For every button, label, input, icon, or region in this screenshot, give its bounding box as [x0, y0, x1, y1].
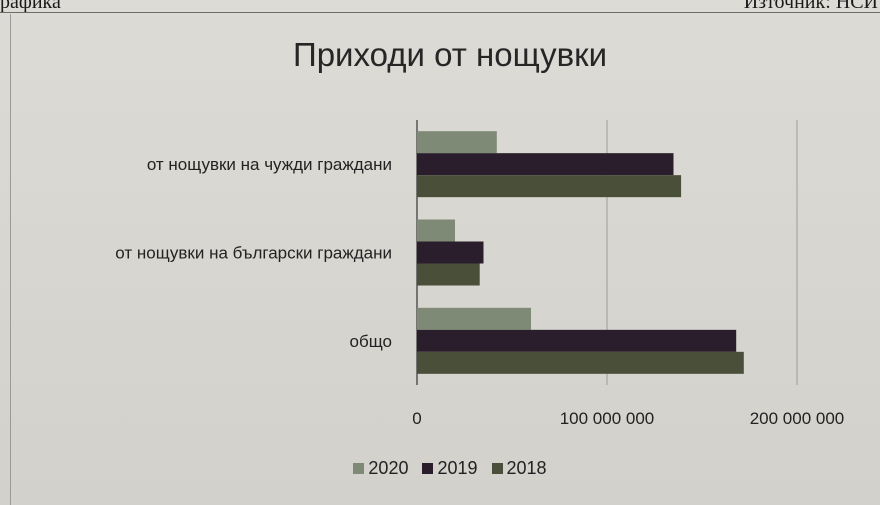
chart-title: Приходи от нощувки [292, 36, 608, 73]
category-label-1: от нощувки на български граждани [115, 244, 392, 263]
bar-2019-cat-1 [417, 241, 484, 264]
legend-swatch-2019 [422, 463, 434, 474]
x-tick-label: 100 000 000 [560, 409, 655, 428]
top-rule [0, 12, 880, 13]
bar-2019-cat-2 [417, 329, 737, 352]
legend-swatch-2018 [491, 463, 503, 474]
bar-2018-cat-2 [417, 351, 744, 374]
bar-2018-cat-0 [417, 175, 682, 198]
header-right-text: Източник: НСИ [743, 0, 878, 13]
legend-label-2019: 2019 [437, 458, 478, 478]
legend-label-2020: 2020 [368, 458, 409, 478]
category-labels: от нощувки на чужди граждани от нощувки н… [115, 155, 392, 351]
legend-item-2020: 2020 [353, 458, 408, 479]
bar-2020-cat-2 [417, 307, 531, 330]
bar-2019-cat-0 [417, 153, 674, 176]
legend-item-2019: 2019 [422, 458, 478, 479]
bar-2020-cat-0 [417, 131, 497, 154]
legend-swatch-2020 [353, 463, 365, 474]
bar-layer [417, 131, 744, 374]
x-tick-label: 0 [412, 409, 421, 428]
header-left-text: рафика [0, 0, 61, 13]
legend-label-2018: 2018 [506, 458, 547, 478]
legend: 2020 2019 2018 [0, 458, 880, 479]
left-rule [10, 14, 11, 505]
x-tick-label: 200 000 000 [750, 409, 845, 428]
category-label-2: общо [350, 332, 392, 351]
bar-2020-cat-1 [417, 219, 455, 242]
category-label-0: от нощувки на чужди граждани [147, 155, 392, 174]
x-tick-labels: 0 100 000 000 200 000 000 [412, 409, 844, 428]
legend-item-2018: 2018 [491, 458, 547, 479]
bar-2018-cat-1 [417, 263, 480, 286]
